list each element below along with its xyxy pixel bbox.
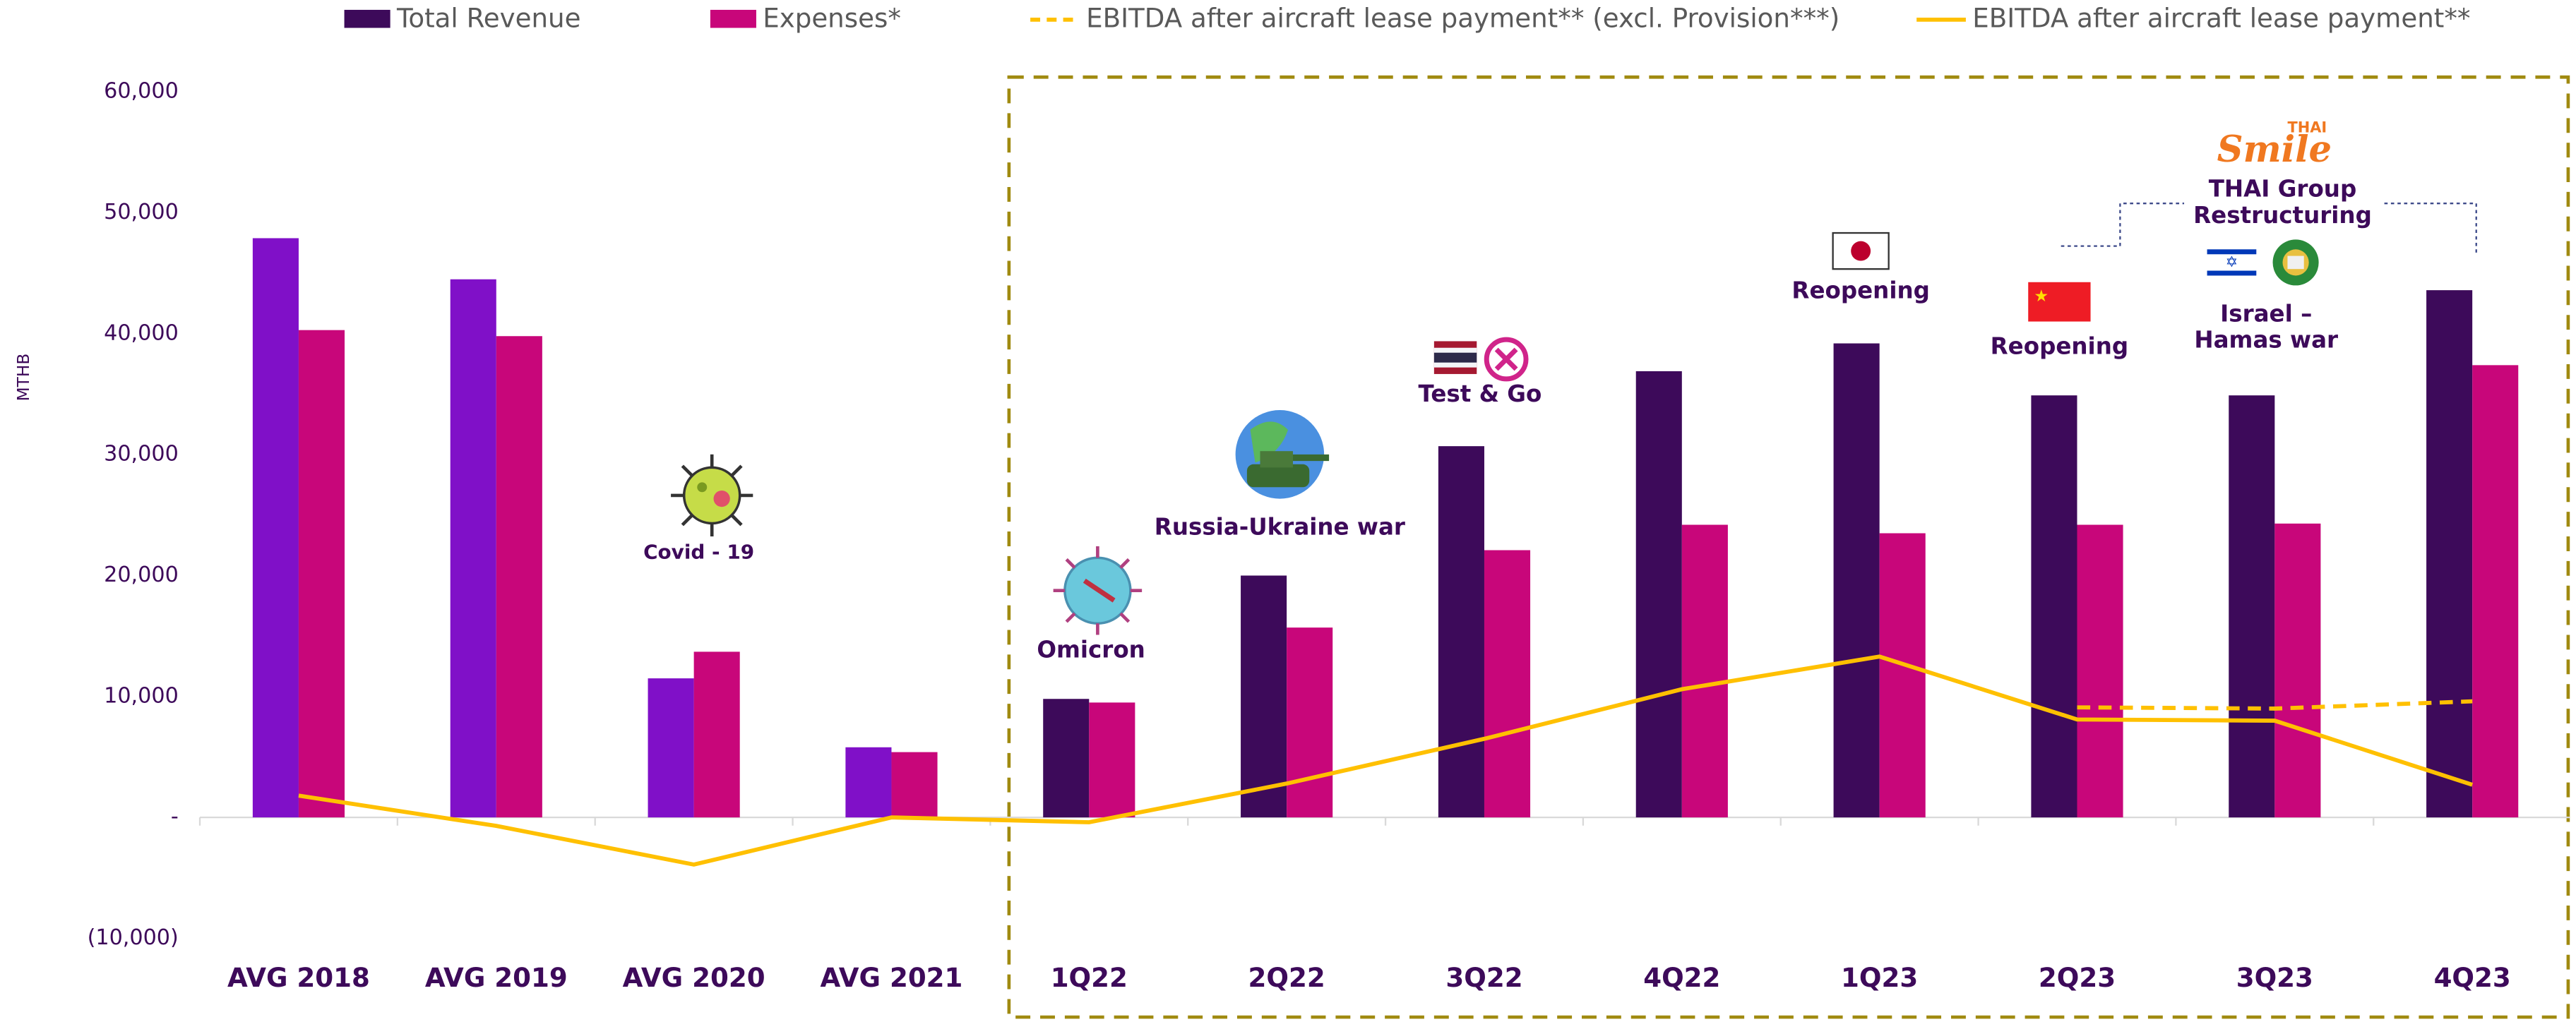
bar <box>891 752 938 818</box>
bar <box>1241 575 1287 818</box>
bar <box>2031 395 2077 818</box>
x-tick-label: 1Q23 <box>1841 962 1918 993</box>
bar <box>648 678 694 818</box>
annotation: Test & Go <box>1419 380 1542 407</box>
line <box>298 654 2474 867</box>
x-tick-label: 2Q23 <box>2039 962 2116 993</box>
y-tick-label: 40,000 <box>104 320 179 345</box>
bar <box>1833 343 1880 818</box>
y-tick-label: 10,000 <box>104 683 179 708</box>
annotation: Israel – <box>2220 300 2312 327</box>
bar <box>1879 533 1926 818</box>
x-tick-label: 2Q22 <box>1248 962 1325 993</box>
legend-swatch <box>344 9 390 28</box>
bar <box>2472 365 2519 818</box>
svg-text:✡: ✡ <box>2226 253 2238 270</box>
bar <box>2426 290 2473 818</box>
legend-swatch <box>710 9 756 28</box>
y-axis-label: MTHB <box>14 354 33 402</box>
annotation: Reopening <box>1991 333 2128 360</box>
bar <box>1287 627 1333 818</box>
annotation: THAI <box>2287 119 2327 136</box>
x-tick-label: AVG 2020 <box>623 962 765 993</box>
bar <box>1089 702 1135 818</box>
y-tick-label: 30,000 <box>104 442 179 467</box>
x-tick-label: AVG 2019 <box>425 962 568 993</box>
bar <box>845 747 892 818</box>
bar <box>1438 446 1484 818</box>
bar <box>252 238 299 818</box>
y-tick-label: 20,000 <box>104 563 179 587</box>
bar <box>1043 699 1090 818</box>
x-tick-label: 1Q22 <box>1051 962 1128 993</box>
x-tick-label: 4Q23 <box>2434 962 2511 993</box>
legend-label: EBITDA after aircraft lease payment** <box>1972 2 2470 33</box>
bar <box>2229 395 2275 818</box>
annotation: THAI Group <box>2209 176 2356 203</box>
annotation: Smile <box>2217 128 2332 171</box>
y-tick-label: 50,000 <box>104 200 179 224</box>
line <box>2077 699 2473 711</box>
x-tick-label: 4Q22 <box>1643 962 1720 993</box>
annotation: Reopening <box>1791 277 1929 304</box>
bar <box>1681 524 1728 818</box>
icons: ★ ✡ <box>671 232 2319 635</box>
y-tick-label: - <box>171 805 179 829</box>
x-tick-label: AVG 2018 <box>227 962 370 993</box>
annotation: Omicron <box>1037 637 1145 663</box>
y-tick-label: 60,000 <box>104 79 179 104</box>
bar <box>693 651 740 818</box>
highlight-box <box>1007 75 2570 1019</box>
legend-label: Total Revenue <box>396 2 581 33</box>
bar <box>1635 371 1682 818</box>
bar <box>298 330 345 818</box>
bar <box>496 336 542 818</box>
bar <box>2077 524 2123 818</box>
x-tick-label: AVG 2021 <box>820 962 962 993</box>
legend-label: EBITDA after aircraft lease payment** (e… <box>1086 2 1839 33</box>
annotation: Russia-Ukraine war <box>1155 513 1405 540</box>
y-tick-label: (10,000) <box>88 925 179 950</box>
annotation: Restructuring <box>2193 202 2372 229</box>
x-tick-label: 3Q23 <box>2236 962 2313 993</box>
legend-label: Expenses* <box>763 2 901 33</box>
annotation: Hamas war <box>2194 326 2338 353</box>
bar <box>450 279 496 818</box>
svg-text:★: ★ <box>2034 287 2049 306</box>
bar <box>2274 523 2321 818</box>
bar <box>1484 550 1531 818</box>
x-tick-label: 3Q22 <box>1445 962 1522 993</box>
annotation: Covid - 19 <box>643 540 754 563</box>
